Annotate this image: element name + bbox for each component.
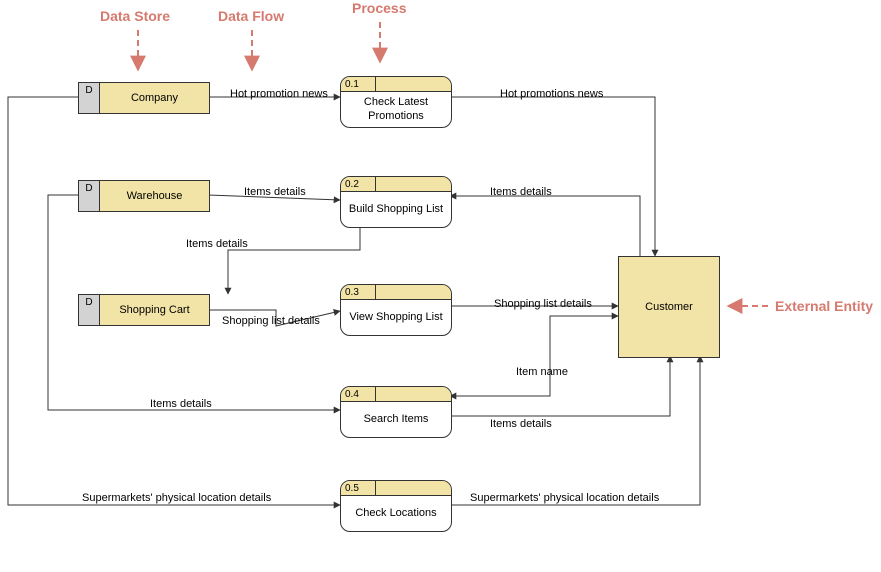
flow-label: Items details <box>490 418 552 430</box>
process-p3: 0.3View Shopping List <box>340 284 452 336</box>
flow-label: Item name <box>516 366 568 378</box>
process-p5: 0.5Check Locations <box>340 480 452 532</box>
annotation-label: Process <box>352 0 406 16</box>
process-label: Check Locations <box>341 496 451 531</box>
flow-label: Hot promotions news <box>500 88 603 100</box>
flow-label: Shopping list details <box>494 298 592 310</box>
process-label: Search Items <box>341 402 451 437</box>
annotation-label: Data Store <box>100 8 170 24</box>
data-store-cart: DShopping Cart <box>78 294 210 326</box>
process-number: 0.1 <box>341 77 376 91</box>
flow-label: Items details <box>186 238 248 250</box>
flow-label: Supermarkets' physical location details <box>82 492 271 504</box>
flow-label: Items details <box>244 186 306 198</box>
process-p1: 0.1Check LatestPromotions <box>340 76 452 128</box>
data-store-label: Shopping Cart <box>100 295 209 325</box>
process-number: 0.2 <box>341 177 376 191</box>
process-p2: 0.2Build Shopping List <box>340 176 452 228</box>
process-number: 0.5 <box>341 481 376 495</box>
data-store-label: Warehouse <box>100 181 209 211</box>
process-number: 0.3 <box>341 285 376 299</box>
process-number: 0.4 <box>341 387 376 401</box>
external-entity-customer: Customer <box>618 256 720 358</box>
flow-label: Hot promotion news <box>230 88 328 100</box>
annotation-label: Data Flow <box>218 8 284 24</box>
flow-label: Shopping list details <box>222 315 320 327</box>
data-store-letter: D <box>79 181 100 211</box>
data-store-label: Company <box>100 83 209 113</box>
process-label: Check LatestPromotions <box>341 92 451 127</box>
annotation-label: External Entity <box>775 298 873 314</box>
process-label: Build Shopping List <box>341 192 451 227</box>
process-label: View Shopping List <box>341 300 451 335</box>
data-store-warehouse: DWarehouse <box>78 180 210 212</box>
data-store-letter: D <box>79 295 100 325</box>
data-store-letter: D <box>79 83 100 113</box>
flow-label: Supermarkets' physical location details <box>470 492 659 504</box>
flow-label: Items details <box>490 186 552 198</box>
data-store-company: DCompany <box>78 82 210 114</box>
flow-label: Items details <box>150 398 212 410</box>
process-p4: 0.4Search Items <box>340 386 452 438</box>
